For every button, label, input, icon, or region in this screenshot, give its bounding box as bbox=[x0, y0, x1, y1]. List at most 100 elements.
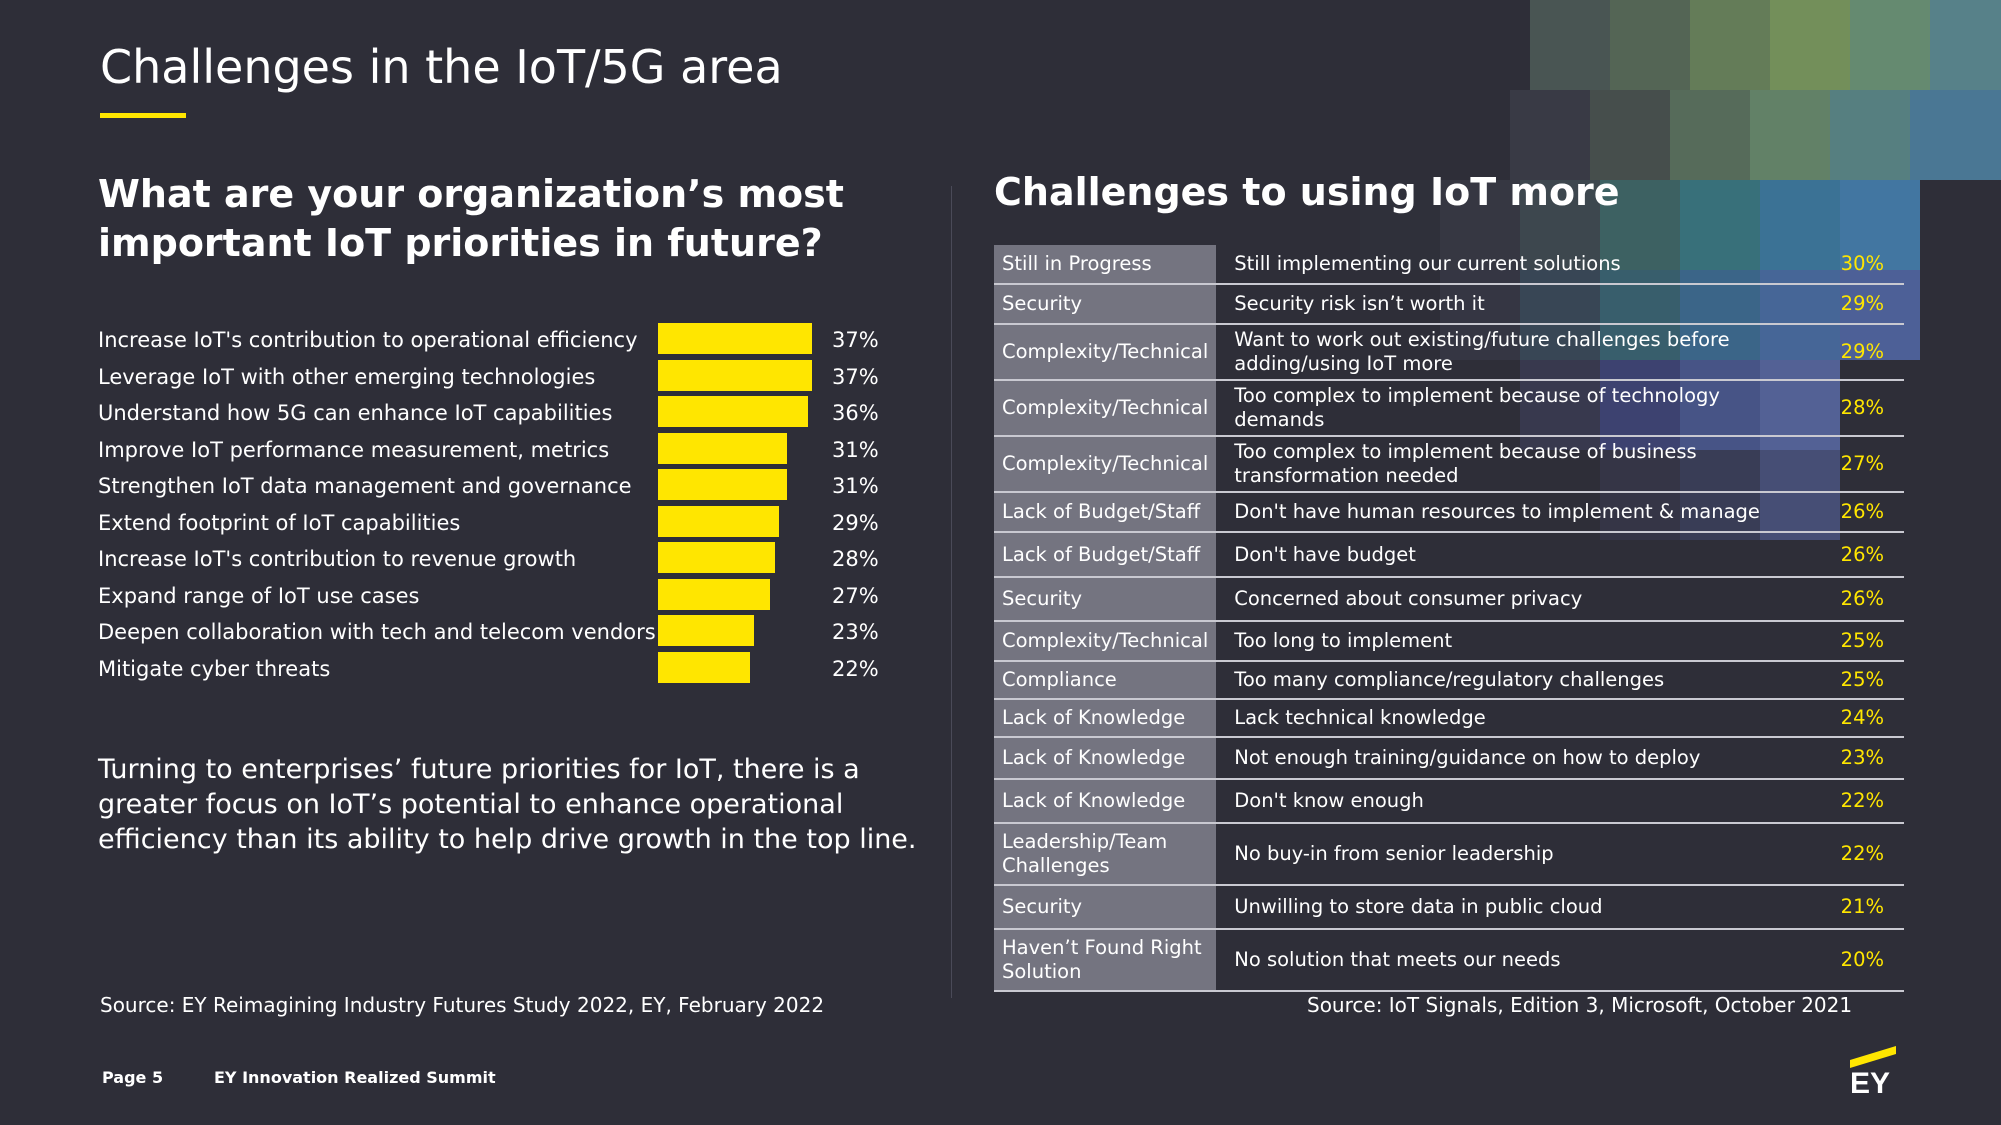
table-row: Lack of Budget/Staff Don't have human res… bbox=[994, 492, 1904, 533]
table-category-cell: Lack of Knowledge bbox=[994, 737, 1217, 780]
mosaic-tile bbox=[1510, 90, 1590, 180]
bar-value-label: 37% bbox=[832, 328, 879, 352]
table-challenge-cell: Lack technical knowledge bbox=[1216, 699, 1816, 738]
bar-label: Leverage IoT with other emerging technol… bbox=[98, 364, 596, 389]
table-percent-cell: 22% bbox=[1816, 779, 1904, 824]
table-category-cell: Lack of Knowledge bbox=[994, 699, 1217, 738]
table-percent-cell: 29% bbox=[1816, 284, 1904, 325]
bar-label: Improve IoT performance measurement, met… bbox=[98, 437, 610, 462]
table-challenge-cell: Not enough training/guidance on how to d… bbox=[1216, 737, 1816, 780]
bar bbox=[658, 359, 812, 391]
bar-label: Understand how 5G can enhance IoT capabi… bbox=[98, 401, 613, 425]
mosaic-tile bbox=[1930, 0, 2001, 90]
bar-value-label: 22% bbox=[832, 656, 879, 681]
bar-value-label: 28% bbox=[832, 547, 879, 571]
table-category-cell: Complexity/Technical bbox=[994, 436, 1217, 493]
table-challenge-cell: Security risk isn’t worth it bbox=[1216, 284, 1816, 325]
slide-title: Challenges in the IoT/5G area bbox=[100, 40, 783, 94]
table-row: Complexity/Technical Too complex to imple… bbox=[994, 380, 1904, 437]
bar-row: Deepen collaboration with tech and telec… bbox=[98, 612, 898, 648]
bar-label: Mitigate cyber threats bbox=[98, 656, 331, 681]
bar-row: Leverage IoT with other emerging technol… bbox=[98, 357, 898, 393]
table-percent-cell: 27% bbox=[1816, 436, 1904, 493]
title-underline bbox=[100, 113, 186, 118]
bar bbox=[658, 542, 775, 573]
table-row: Leadership/Team Challenges No buy-in from… bbox=[994, 823, 1904, 886]
bar-label: Strengthen IoT data management and gover… bbox=[98, 474, 632, 498]
table-percent-cell: 25% bbox=[1816, 621, 1904, 662]
footer-page-number: Page 5 bbox=[102, 1068, 164, 1087]
table-challenge-cell: Don't have human resources to implement … bbox=[1216, 492, 1816, 533]
table-challenge-cell: Don't have budget bbox=[1216, 532, 1816, 578]
ey-logo: EY bbox=[1850, 1046, 1896, 1097]
bar bbox=[658, 469, 788, 500]
right-heading: Challenges to using IoT more bbox=[994, 170, 1620, 214]
table-challenge-cell: Too complex to implement because of tech… bbox=[1216, 380, 1816, 437]
table-category-cell: Lack of Knowledge bbox=[994, 779, 1217, 824]
table-category-cell: Compliance bbox=[994, 661, 1217, 700]
table-row: Complexity/Technical Want to work out exi… bbox=[994, 324, 1904, 381]
table-row: Complexity/Technical Too complex to imple… bbox=[994, 436, 1904, 493]
bar-row: Increase IoT's contribution to operation… bbox=[98, 320, 898, 356]
mosaic-tile bbox=[1910, 90, 2001, 180]
bar-row: Improve IoT performance measurement, met… bbox=[98, 430, 898, 466]
bar bbox=[658, 505, 779, 537]
table-challenge-cell: Still implementing our current solutions bbox=[1216, 245, 1816, 285]
table-row: Still in Progress Still implementing our … bbox=[994, 245, 1904, 285]
bar-value-label: 23% bbox=[832, 620, 879, 644]
table-challenge-cell: Want to work out existing/future challen… bbox=[1216, 324, 1816, 381]
table-row: Security Security risk isn’t worth it 29% bbox=[994, 284, 1904, 325]
table-challenge-cell: No solution that meets our needs bbox=[1216, 929, 1816, 992]
table-percent-cell: 26% bbox=[1816, 577, 1904, 622]
bar bbox=[658, 396, 808, 427]
table-percent-cell: 24% bbox=[1816, 699, 1904, 738]
table-category-cell: Lack of Budget/Staff bbox=[994, 532, 1217, 578]
bar-value-label: 37% bbox=[832, 364, 879, 389]
mosaic-tile bbox=[1850, 0, 1930, 90]
table-challenge-cell: No buy-in from senior leadership bbox=[1216, 823, 1816, 886]
table-percent-cell: 26% bbox=[1816, 492, 1904, 533]
table-percent-cell: 30% bbox=[1816, 245, 1904, 285]
table-challenge-cell: Too complex to implement because of busi… bbox=[1216, 436, 1816, 493]
bar-row: Increase IoT's contribution to revenue g… bbox=[98, 539, 898, 575]
mosaic-tile bbox=[1750, 90, 1830, 180]
bar-label: Deepen collaboration with tech and telec… bbox=[98, 620, 656, 644]
svg-text:EY: EY bbox=[1850, 1067, 1890, 1097]
table-percent-cell: 22% bbox=[1816, 823, 1904, 886]
table-category-cell: Leadership/Team Challenges bbox=[994, 823, 1217, 886]
table-category-cell: Complexity/Technical bbox=[994, 324, 1217, 381]
column-divider bbox=[951, 186, 952, 998]
table-row: Compliance Too many compliance/regulatory… bbox=[994, 661, 1904, 700]
table-challenge-cell: Too long to implement bbox=[1216, 621, 1816, 662]
mosaic-tile bbox=[1830, 90, 1910, 180]
mosaic-tile bbox=[1770, 0, 1850, 90]
bar-row: Expand range of IoT use cases 27% bbox=[98, 576, 898, 612]
bar-row: Understand how 5G can enhance IoT capabi… bbox=[98, 393, 898, 429]
mosaic-tile bbox=[1690, 0, 1770, 90]
bar-label: Increase IoT's contribution to revenue g… bbox=[98, 547, 577, 571]
table-challenge-cell: Don't know enough bbox=[1216, 779, 1816, 824]
bar-row: Extend footprint of IoT capabilities 29% bbox=[98, 503, 898, 539]
table-challenge-cell: Unwilling to store data in public cloud bbox=[1216, 885, 1816, 930]
table-category-cell: Security bbox=[994, 577, 1217, 622]
mosaic-tile bbox=[1610, 0, 1690, 90]
table-category-cell: Security bbox=[994, 885, 1217, 930]
table-percent-cell: 29% bbox=[1816, 324, 1904, 381]
table-row: Lack of Knowledge Don't know enough 22% bbox=[994, 779, 1904, 824]
table-challenge-cell: Too many compliance/regulatory challenge… bbox=[1216, 661, 1816, 700]
table-row: Lack of Knowledge Not enough training/gui… bbox=[994, 737, 1904, 780]
bar bbox=[658, 651, 750, 683]
footer-event-name: EY Innovation Realized Summit bbox=[214, 1068, 496, 1087]
table-percent-cell: 26% bbox=[1816, 532, 1904, 578]
table-category-cell: Complexity/Technical bbox=[994, 380, 1217, 437]
bar-label: Expand range of IoT use cases bbox=[98, 583, 420, 608]
table-category-cell: Complexity/Technical bbox=[994, 621, 1217, 662]
left-body-text: Turning to enterprises’ future prioritie… bbox=[98, 754, 917, 855]
table-challenge-cell: Concerned about consumer privacy bbox=[1216, 577, 1816, 622]
left-source: Source: EY Reimagining Industry Futures … bbox=[100, 993, 825, 1017]
bar-label: Extend footprint of IoT capabilities bbox=[98, 510, 461, 535]
bar-value-label: 31% bbox=[832, 474, 879, 498]
bar bbox=[658, 578, 771, 610]
mosaic-tile bbox=[1590, 90, 1670, 180]
bar-row: Strengthen IoT data management and gover… bbox=[98, 466, 898, 502]
